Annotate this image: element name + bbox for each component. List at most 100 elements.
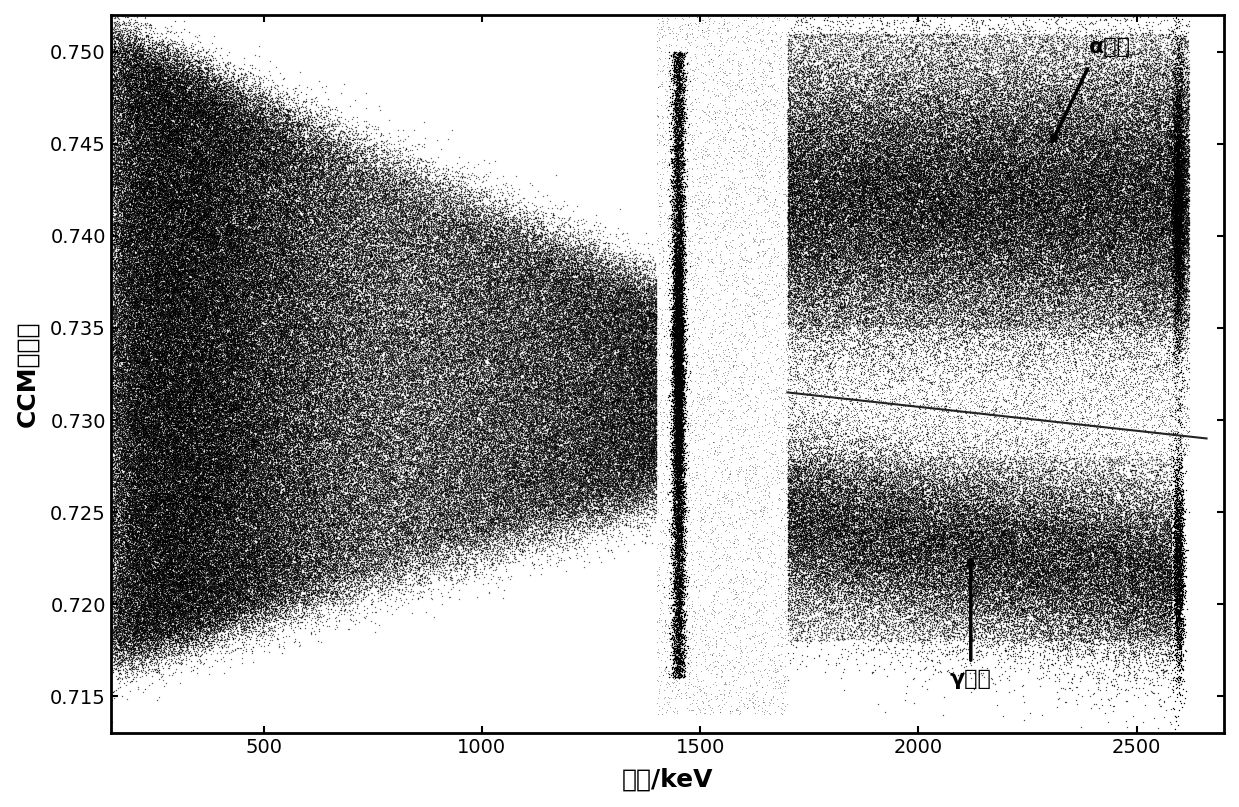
Point bbox=[176, 539, 196, 552]
Point bbox=[342, 549, 362, 562]
Point bbox=[218, 448, 238, 461]
Point bbox=[156, 424, 176, 437]
Point bbox=[252, 278, 271, 291]
Point bbox=[937, 500, 957, 513]
Point bbox=[182, 546, 202, 559]
Point bbox=[159, 242, 178, 255]
Point bbox=[570, 474, 590, 487]
Point bbox=[1167, 198, 1187, 211]
Point bbox=[190, 443, 209, 456]
Point bbox=[170, 151, 190, 164]
Point bbox=[1115, 673, 1135, 686]
Point bbox=[491, 224, 510, 236]
Point bbox=[291, 216, 311, 229]
Point bbox=[602, 417, 622, 430]
Point bbox=[539, 341, 559, 354]
Point bbox=[274, 418, 294, 431]
Point bbox=[984, 253, 1004, 266]
Point bbox=[273, 546, 292, 559]
Point bbox=[809, 135, 829, 148]
Point bbox=[1171, 130, 1191, 143]
Point bbox=[918, 30, 938, 43]
Point bbox=[142, 332, 162, 345]
Point bbox=[1132, 600, 1152, 613]
Point bbox=[891, 232, 911, 245]
Point bbox=[544, 330, 564, 343]
Point bbox=[947, 564, 966, 577]
Point bbox=[327, 274, 347, 287]
Point bbox=[351, 412, 370, 424]
Point bbox=[950, 567, 970, 579]
Point bbox=[152, 334, 172, 347]
Point bbox=[1168, 269, 1188, 282]
Point bbox=[541, 371, 561, 384]
Point bbox=[880, 115, 900, 128]
Point bbox=[917, 362, 937, 374]
Point bbox=[892, 206, 912, 219]
Point bbox=[499, 468, 519, 481]
Point bbox=[116, 543, 136, 556]
Point bbox=[938, 170, 958, 183]
Point bbox=[260, 295, 280, 308]
Point bbox=[201, 210, 221, 223]
Point bbox=[522, 295, 541, 308]
Point bbox=[669, 305, 689, 318]
Point bbox=[968, 541, 987, 554]
Point bbox=[793, 506, 813, 519]
Point bbox=[457, 543, 477, 556]
Point bbox=[146, 371, 166, 384]
Point bbox=[994, 588, 1014, 601]
Point bbox=[201, 206, 221, 219]
Point bbox=[171, 317, 191, 330]
Point bbox=[1062, 78, 1082, 91]
Point bbox=[530, 330, 550, 343]
Point bbox=[1170, 563, 1189, 576]
Point bbox=[901, 107, 921, 119]
Point bbox=[523, 497, 543, 510]
Point bbox=[1126, 208, 1146, 221]
Point bbox=[880, 313, 900, 326]
Point bbox=[812, 156, 831, 169]
Point bbox=[1118, 176, 1137, 189]
Point bbox=[157, 561, 177, 574]
Point bbox=[1146, 539, 1166, 552]
Point bbox=[1089, 182, 1109, 194]
Point bbox=[793, 587, 813, 600]
Point bbox=[808, 266, 828, 279]
Point bbox=[890, 491, 909, 504]
Point bbox=[150, 442, 170, 455]
Point bbox=[404, 326, 424, 339]
Point bbox=[1042, 306, 1062, 319]
Point bbox=[862, 112, 882, 125]
Point bbox=[196, 653, 216, 666]
Point bbox=[961, 299, 981, 312]
Point bbox=[333, 443, 353, 456]
Point bbox=[577, 430, 597, 443]
Point bbox=[126, 206, 146, 219]
Point bbox=[190, 271, 209, 284]
Point bbox=[814, 117, 834, 130]
Point bbox=[1131, 90, 1151, 102]
Point bbox=[440, 424, 460, 437]
Point bbox=[665, 218, 685, 231]
Point bbox=[227, 349, 247, 362]
Point bbox=[302, 282, 322, 295]
Point bbox=[404, 337, 424, 349]
Point bbox=[239, 211, 259, 224]
Point bbox=[142, 247, 162, 260]
Point bbox=[1109, 222, 1129, 235]
Point bbox=[540, 472, 560, 485]
Point bbox=[295, 474, 315, 487]
Point bbox=[595, 379, 615, 392]
Point bbox=[918, 261, 938, 274]
Point bbox=[821, 136, 841, 149]
Point bbox=[116, 525, 136, 538]
Point bbox=[142, 358, 162, 371]
Point bbox=[202, 533, 222, 546]
Point bbox=[534, 481, 554, 494]
Point bbox=[364, 367, 384, 380]
Point bbox=[540, 354, 560, 367]
Point bbox=[617, 355, 637, 368]
Point bbox=[589, 423, 608, 436]
Point bbox=[788, 499, 808, 512]
